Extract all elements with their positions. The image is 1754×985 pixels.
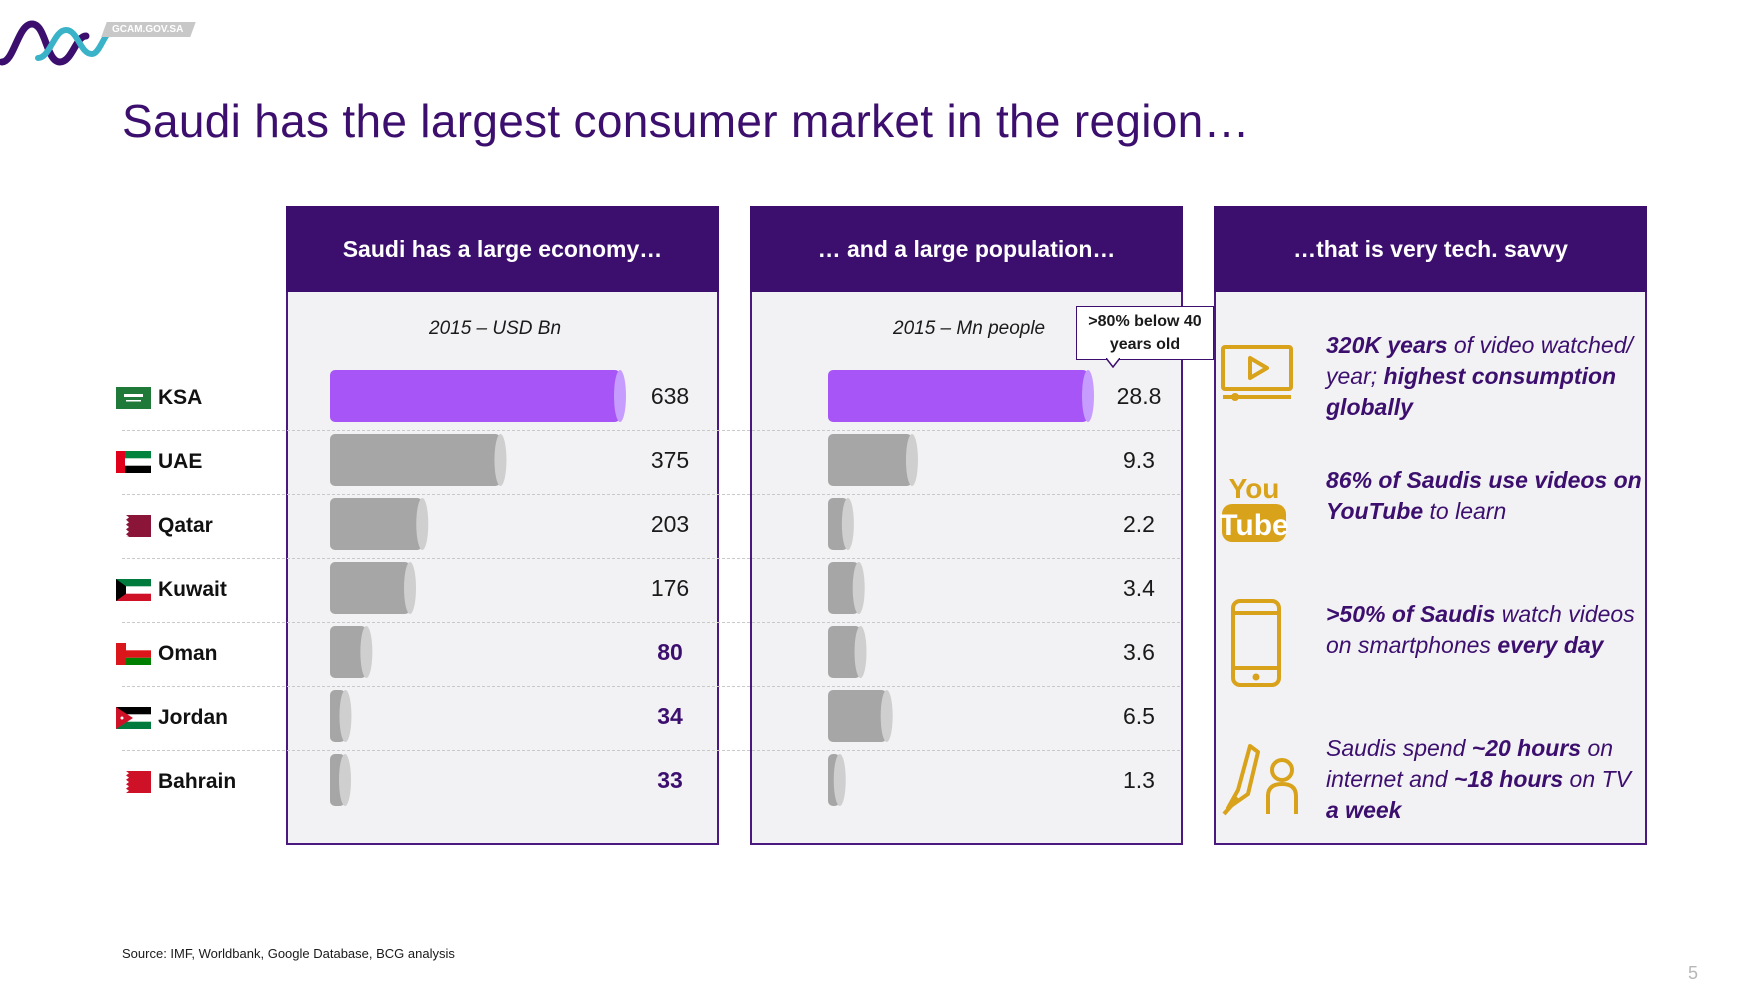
row-separator (122, 622, 1180, 623)
population-unit-label: 2015 – Mn people (893, 318, 1046, 339)
logo-domain-text: GCAM.GOV.SA (112, 24, 184, 35)
country-label-ksa: KSA (116, 383, 202, 413)
tech-item-video-text: 320K years of video watched/ year; highe… (1326, 332, 1633, 420)
flag-kuwait-icon (116, 579, 151, 601)
country-label-kuwait: Kuwait (116, 575, 227, 605)
country-name: UAE (158, 450, 203, 473)
population-age-callout: >80% below 40 years old (1076, 306, 1214, 360)
page-title: Saudi has the largest consumer market in… (122, 95, 1250, 147)
tech-item-screen-time-text: Saudis spend ~20 hours on internet and ~… (1326, 735, 1631, 823)
row-separator (122, 430, 1180, 431)
flag-jordan-icon (116, 707, 151, 729)
tech-item-smartphone-text: >50% of Saudis watch videos on smartphon… (1326, 601, 1635, 658)
video-player-icon (1221, 345, 1293, 401)
row-separator (122, 558, 1180, 559)
economy-panel-heading: Saudi has a large economy… (286, 206, 719, 292)
gcam-logo-icon (0, 20, 117, 66)
row-separator (122, 750, 1180, 751)
smartphone-icon (1231, 599, 1281, 687)
youtube-tube-text: Tube (1220, 509, 1288, 542)
country-label-qatar: Qatar (116, 511, 213, 541)
country-name: Bahrain (158, 770, 237, 793)
youtube-you-text: You (1229, 473, 1280, 504)
tech-panel: …that is very tech. savvy (1214, 206, 1647, 845)
row-separator (122, 686, 1180, 687)
tech-item-youtube-text: 86% of Saudis use videos on YouTube to l… (1326, 467, 1642, 524)
logo-domain-tag: GCAM.GOV.SA (101, 22, 197, 37)
country-label-jordan: Jordan (116, 703, 228, 733)
country-label-oman: Oman (116, 639, 218, 669)
population-panel-heading: … and a large population… (750, 206, 1183, 292)
economy-unit-label: 2015 – USD Bn (429, 318, 562, 339)
country-name: Qatar (158, 514, 213, 537)
country-label-bahrain: Bahrain (116, 767, 236, 797)
callout-pointer-icon (1106, 358, 1120, 368)
row-separator (122, 494, 1180, 495)
country-name: Jordan (158, 706, 229, 729)
flag-qatar-icon (116, 515, 151, 537)
flag-ksa-icon (116, 387, 151, 409)
country-name: Oman (158, 642, 218, 665)
flag-uae-icon (116, 451, 151, 473)
tech-panel-heading: …that is very tech. savvy (1214, 206, 1647, 292)
source-note: Source: IMF, Worldbank, Google Database,… (122, 946, 455, 961)
flag-bahrain-icon (116, 771, 151, 793)
page-number: 5 (1688, 963, 1699, 983)
youtube-icon: You Tube (1220, 473, 1288, 542)
flag-oman-icon (116, 643, 151, 665)
country-label-uae: UAE (116, 447, 202, 477)
country-name: Kuwait (158, 578, 227, 601)
pen-and-person-icon (1222, 744, 1298, 816)
country-name: KSA (158, 386, 203, 409)
